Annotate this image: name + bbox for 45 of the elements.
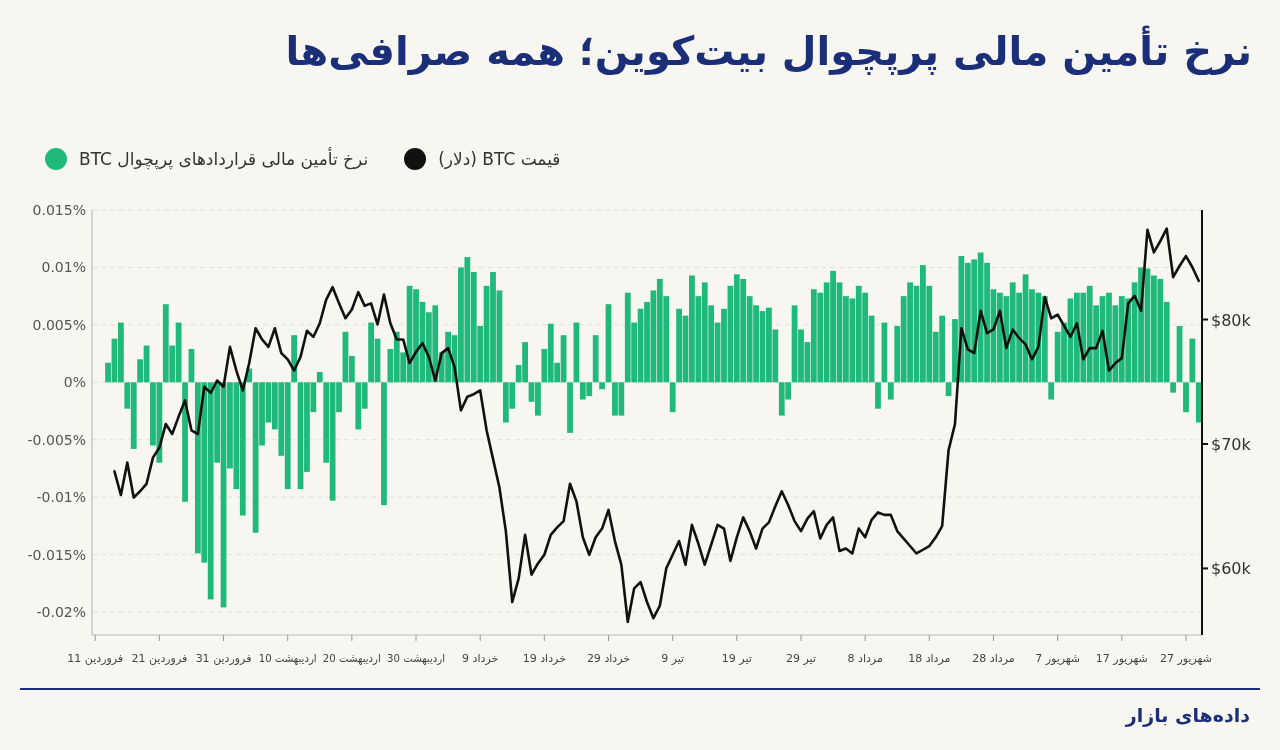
x-tick-label: 10 اردیبهشت	[258, 652, 321, 665]
y2-tick-label: $60k	[1211, 559, 1252, 579]
y2-tick-label: $70k	[1211, 434, 1252, 454]
x-tick-label: 9 خرداد	[462, 652, 499, 665]
bar	[1183, 382, 1189, 413]
y-tick-label: -0.015%	[27, 546, 86, 563]
bar	[669, 382, 676, 413]
bar	[1170, 382, 1177, 393]
bar	[316, 371, 323, 383]
x-tick-label: 7 شهریور	[1035, 652, 1081, 665]
legend-label: نرخ تأمین مالی قراردادهای پرپچوال BTC	[79, 149, 369, 169]
x-tick-label: 9 تیر	[661, 652, 685, 665]
x-tick-label: 18 مرداد	[908, 652, 951, 665]
bar	[567, 382, 573, 433]
y-tick-label: -0.01%	[36, 489, 86, 506]
bar	[887, 382, 894, 400]
y2-tick-label: $80k	[1211, 310, 1252, 330]
x-tick-label: 17 شهریور	[1095, 652, 1148, 665]
y-tick-label: 0.015%	[32, 202, 86, 218]
x-tick-label: 19 خرداد	[522, 652, 566, 665]
bar	[875, 382, 881, 409]
x-tick-label: 21 فروردین	[131, 652, 188, 665]
x-tick-label: 30 اردیبهشت	[387, 652, 449, 665]
bar	[381, 382, 387, 506]
bar	[182, 382, 188, 502]
x-tick-label: 29 خرداد	[586, 652, 631, 665]
bar	[599, 382, 605, 390]
x-tick-label: 20 اردیبهشت	[322, 652, 385, 665]
y-tick-label: 0.01%	[41, 259, 86, 276]
x-tick-label: 27 شهریور	[1160, 652, 1212, 665]
bar	[592, 335, 599, 383]
text: داده‌های بازار	[1125, 704, 1250, 726]
x-tick-label: 29 تیر	[786, 652, 816, 665]
x-tick-label: 28 مرداد	[972, 652, 1015, 665]
y-tick-label: -0.02%	[36, 604, 86, 621]
legend-label: قیمت BTC (دلار)	[438, 149, 561, 169]
x-tick-label: 19 تیر	[721, 652, 752, 665]
x-tick-label: 31 فروردین	[195, 652, 252, 665]
bar	[1048, 382, 1055, 400]
x-tick-label: 8 مرداد	[847, 652, 883, 665]
y-tick-label: 0.005%	[32, 316, 86, 333]
y-tick-label: -0.005%	[27, 431, 86, 448]
x-tick-label: 11 فروردین	[67, 652, 124, 665]
y-tick-label: 0%	[63, 374, 86, 391]
bar	[1189, 338, 1196, 383]
